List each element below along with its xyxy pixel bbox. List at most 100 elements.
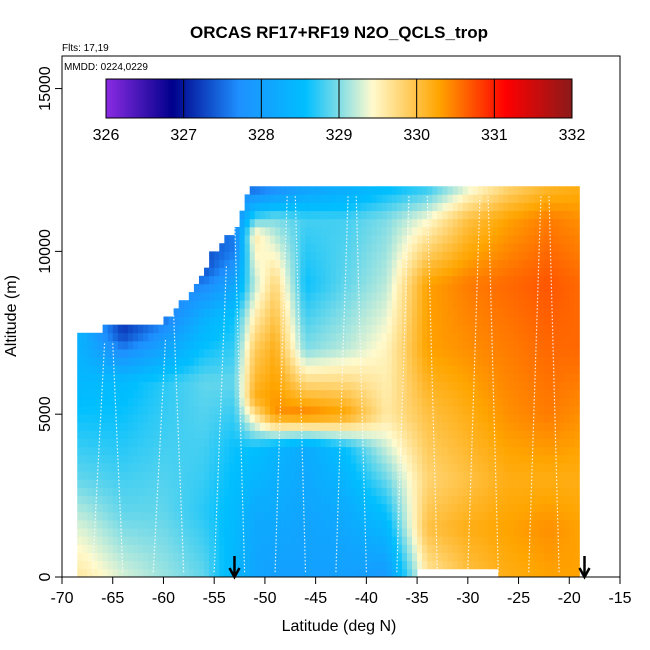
heatmap-cell: [163, 487, 169, 496]
heatmap-cell: [280, 340, 286, 350]
heatmap-cell: [290, 406, 296, 415]
heatmap-cell: [107, 365, 114, 374]
colorbar-segment: [310, 79, 313, 118]
heatmap-cell: [133, 397, 139, 407]
heatmap-cell: [569, 235, 575, 244]
heatmap-cell: [498, 243, 504, 252]
heatmap-cell: [254, 397, 261, 407]
heatmap-cell: [310, 267, 317, 277]
heatmap-cell: [320, 406, 327, 415]
heatmap-cell: [214, 536, 220, 545]
heatmap-cell: [543, 430, 550, 440]
heatmap-cell: [432, 446, 438, 456]
heatmap-cell: [457, 186, 464, 195]
heatmap-cell: [320, 259, 327, 269]
heatmap-cell: [305, 194, 311, 203]
heatmap-cell: [229, 373, 235, 383]
heatmap-cell: [269, 463, 276, 472]
heatmap-cell: [554, 365, 560, 374]
heatmap-cell: [488, 536, 494, 545]
heatmap-cell: [493, 324, 499, 334]
heatmap-cell: [477, 528, 484, 537]
heatmap-cell: [259, 300, 266, 309]
heatmap-cell: [275, 332, 281, 342]
heatmap-cell: [158, 463, 164, 472]
heatmap-cell: [351, 365, 357, 374]
heatmap-cell: [214, 446, 220, 456]
colorbar-segment: [382, 79, 385, 118]
heatmap-cell: [310, 503, 317, 513]
heatmap-cell: [543, 316, 550, 326]
heatmap-cell: [503, 235, 509, 244]
colorbar-tick-label: 327: [170, 127, 197, 144]
heatmap-cell: [193, 560, 200, 570]
heatmap-cell: [442, 536, 448, 545]
heatmap-cell: [269, 275, 276, 285]
heatmap-cell: [269, 544, 276, 553]
heatmap-cell: [559, 243, 565, 252]
heatmap-cell: [386, 560, 393, 570]
heatmap-cell: [523, 487, 530, 496]
colorbar-segment: [344, 79, 347, 118]
heatmap-cell: [285, 357, 291, 366]
heatmap-cell: [417, 520, 423, 529]
heatmap-cell: [371, 226, 377, 236]
heatmap-cell: [341, 422, 347, 431]
heatmap-cell: [381, 544, 388, 553]
heatmap-cell: [538, 511, 545, 521]
heatmap-cell: [163, 454, 169, 464]
heatmap-cell: [569, 446, 575, 456]
heatmap-cell: [356, 324, 362, 334]
heatmap-cell: [264, 292, 271, 301]
heatmap-cell: [386, 520, 393, 529]
heatmap-cell: [341, 381, 347, 391]
heatmap-cell: [188, 292, 195, 301]
heatmap-cell: [97, 397, 103, 407]
heatmap-cell: [143, 471, 149, 480]
heatmap-cell: [315, 544, 322, 553]
heatmap-cell: [462, 503, 469, 513]
colorbar-segment: [520, 79, 523, 118]
heatmap-cell: [178, 552, 185, 562]
heatmap-cell: [346, 300, 352, 309]
heatmap-cell: [239, 259, 246, 269]
heatmap-cell: [401, 414, 408, 423]
heatmap-cell: [564, 389, 570, 399]
heatmap-cell: [569, 292, 575, 301]
heatmap-cell: [97, 479, 103, 488]
heatmap-cell: [285, 487, 291, 496]
heatmap-cell: [219, 340, 225, 350]
heatmap-cell: [462, 194, 469, 203]
heatmap-cell: [117, 349, 124, 358]
heatmap-cell: [214, 259, 220, 269]
heatmap-cell: [462, 202, 469, 212]
heatmap-cell: [391, 340, 398, 350]
heatmap-cell: [264, 503, 271, 513]
heatmap-cell: [325, 218, 332, 228]
heatmap-cell: [122, 544, 129, 553]
heatmap-cell: [254, 357, 261, 366]
colorbar-segment: [246, 79, 249, 118]
colorbar-segment: [268, 79, 271, 118]
heatmap-cell: [219, 454, 225, 464]
heatmap-cell: [244, 267, 251, 277]
heatmap-cell: [341, 218, 347, 228]
heatmap-cell: [513, 218, 519, 228]
heatmap-cell: [422, 194, 428, 203]
heatmap-cell: [229, 357, 235, 366]
heatmap-cell: [548, 194, 555, 203]
heatmap-cell: [138, 503, 144, 513]
colorbar-segment: [358, 79, 361, 118]
heatmap-cell: [543, 479, 550, 488]
heatmap-cell: [300, 332, 306, 342]
heatmap-cell: [437, 503, 443, 513]
heatmap-cell: [320, 397, 327, 407]
colorbar-segment: [570, 79, 573, 118]
heatmap-cell: [143, 430, 149, 440]
heatmap-cell: [92, 373, 98, 383]
heatmap-cell: [341, 243, 347, 252]
heatmap-cell: [406, 397, 413, 407]
heatmap-cell: [163, 520, 169, 529]
heatmap-cell: [209, 259, 215, 269]
heatmap-cell: [488, 511, 494, 521]
